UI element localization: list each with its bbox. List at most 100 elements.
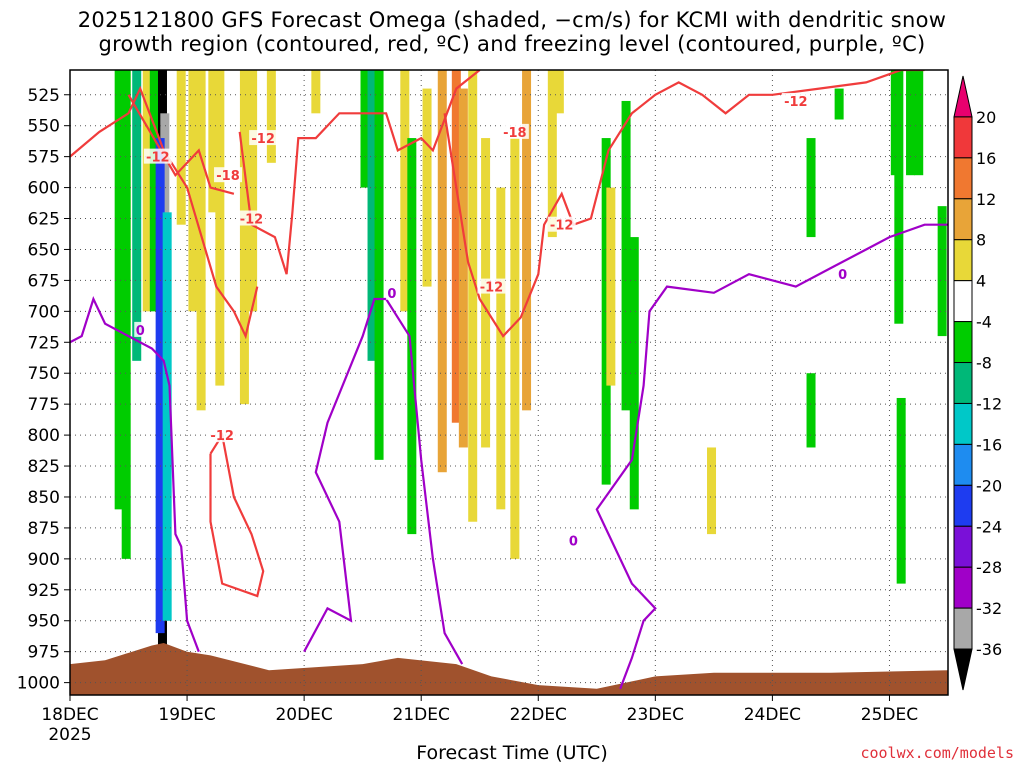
omega-cell <box>629 237 639 510</box>
contour-label-bg <box>214 167 243 183</box>
omega-cell <box>266 70 276 163</box>
omega-cell <box>906 70 916 176</box>
omega-cell <box>806 138 816 238</box>
colorbar-label: -12 <box>976 394 1002 413</box>
omega-cell <box>894 70 904 324</box>
colorbar-label: -24 <box>976 517 1002 536</box>
colorbar-cap-top <box>953 75 973 118</box>
x-tick-label: 21DEC <box>393 705 450 725</box>
y-tick-label: 925 <box>28 581 60 601</box>
omega-cell <box>208 70 218 213</box>
dendritic-contour <box>238 70 481 275</box>
omega-cell <box>458 88 468 448</box>
omega-cell <box>239 70 249 405</box>
contour-label: -12 <box>784 95 808 110</box>
contour-label-bg <box>836 266 849 282</box>
omega-cell <box>407 138 417 535</box>
colorbar-bin <box>953 607 973 650</box>
omega-cell <box>451 70 461 423</box>
omega-cell <box>707 447 717 535</box>
contour-label: -18 <box>216 169 240 184</box>
omega-cell <box>621 100 631 411</box>
dendritic-contour <box>209 432 265 598</box>
credit-link[interactable]: coolwx.com/models <box>860 744 1014 762</box>
omega-cell <box>188 70 198 312</box>
omega-cell <box>367 70 377 361</box>
dendritic-contour <box>127 94 235 195</box>
colorbar-bin <box>953 402 973 445</box>
y-tick-label: 650 <box>28 240 60 260</box>
colorbar-bin <box>953 239 973 282</box>
omega-cell <box>162 212 172 621</box>
omega-cell <box>510 138 520 559</box>
contour-label-bg <box>249 130 278 146</box>
omega-cell <box>311 70 321 114</box>
y-tick-label: 725 <box>28 333 60 353</box>
colorbar-label: -28 <box>976 558 1002 577</box>
colorbar-label: 4 <box>976 272 986 291</box>
omega-cell <box>834 88 844 120</box>
x-tick-label: 19DEC <box>158 705 215 725</box>
contour-label: -12 <box>550 219 574 234</box>
y-tick-label: 850 <box>28 488 60 508</box>
colorbar-bin <box>953 116 973 159</box>
omega-cell <box>248 70 258 312</box>
contour-label-bg <box>567 532 580 548</box>
y-tick-label: 800 <box>28 426 60 446</box>
chart-title-line2: growth region (contoured, red, ºC) and f… <box>98 32 926 56</box>
colorbar-bin <box>953 321 973 364</box>
terrain-fill <box>70 643 948 695</box>
x-tick-label: 20DEC <box>275 705 332 725</box>
omega-cell <box>914 70 924 176</box>
colorbar-label: -36 <box>976 640 1002 659</box>
contour-label-bg <box>208 427 237 443</box>
y-tick-label: 950 <box>28 612 60 632</box>
colorbar-label: -4 <box>976 313 992 332</box>
freezing-contour <box>70 295 200 653</box>
omega-cell <box>937 206 947 337</box>
omega-cell <box>468 70 478 522</box>
colorbar-label: 12 <box>976 190 996 209</box>
colorbar-label: -20 <box>976 476 1002 495</box>
colorbar-label: 20 <box>976 108 996 127</box>
y-tick-label: 550 <box>28 117 60 137</box>
contour-label-bg <box>500 123 529 139</box>
y-tick-label: 700 <box>28 302 60 322</box>
dendritic-contour <box>443 70 925 338</box>
contour-label: -12 <box>251 132 275 147</box>
contour-label-bg <box>237 210 266 226</box>
y-tick-label: 975 <box>28 643 60 663</box>
contour-label: -12 <box>146 151 170 166</box>
omega-cell <box>554 70 564 114</box>
omega-cell <box>114 70 124 510</box>
contour-label: -12 <box>210 429 234 444</box>
contour-label-bg <box>134 321 147 337</box>
omega-cell <box>215 70 225 386</box>
y-tick-label: 900 <box>28 550 60 570</box>
contour-label: 0 <box>136 324 145 339</box>
colorbar-bin <box>953 362 973 404</box>
x-tick-label: 24DEC <box>744 705 801 725</box>
colorbar-bin <box>953 525 973 568</box>
colorbar-label: 8 <box>976 231 986 250</box>
omega-cell <box>422 88 432 287</box>
dendritic-contour <box>70 85 259 340</box>
y-tick-label: 875 <box>28 519 60 539</box>
contours <box>70 70 948 690</box>
y-tick-label: 600 <box>28 179 60 199</box>
contour-label: 0 <box>838 268 847 283</box>
y-tick-label: 625 <box>28 210 60 230</box>
grid <box>70 70 948 695</box>
colorbar: 20 16 12 8 4 -4 -8 -12 -16 -20 -24 -28 -32 -36 <box>953 75 1002 691</box>
contour-label: 0 <box>569 534 578 549</box>
colorbar-bin <box>953 484 973 527</box>
y-tick-label: 825 <box>28 457 60 477</box>
contour-label: 0 <box>387 287 396 302</box>
omega-cell <box>374 70 384 460</box>
colorbar-bin <box>953 443 973 486</box>
x-tick-label: 18DEC <box>41 705 98 725</box>
omega-cell <box>360 70 370 188</box>
omega-cell <box>806 373 816 448</box>
omega-cell <box>522 70 532 411</box>
